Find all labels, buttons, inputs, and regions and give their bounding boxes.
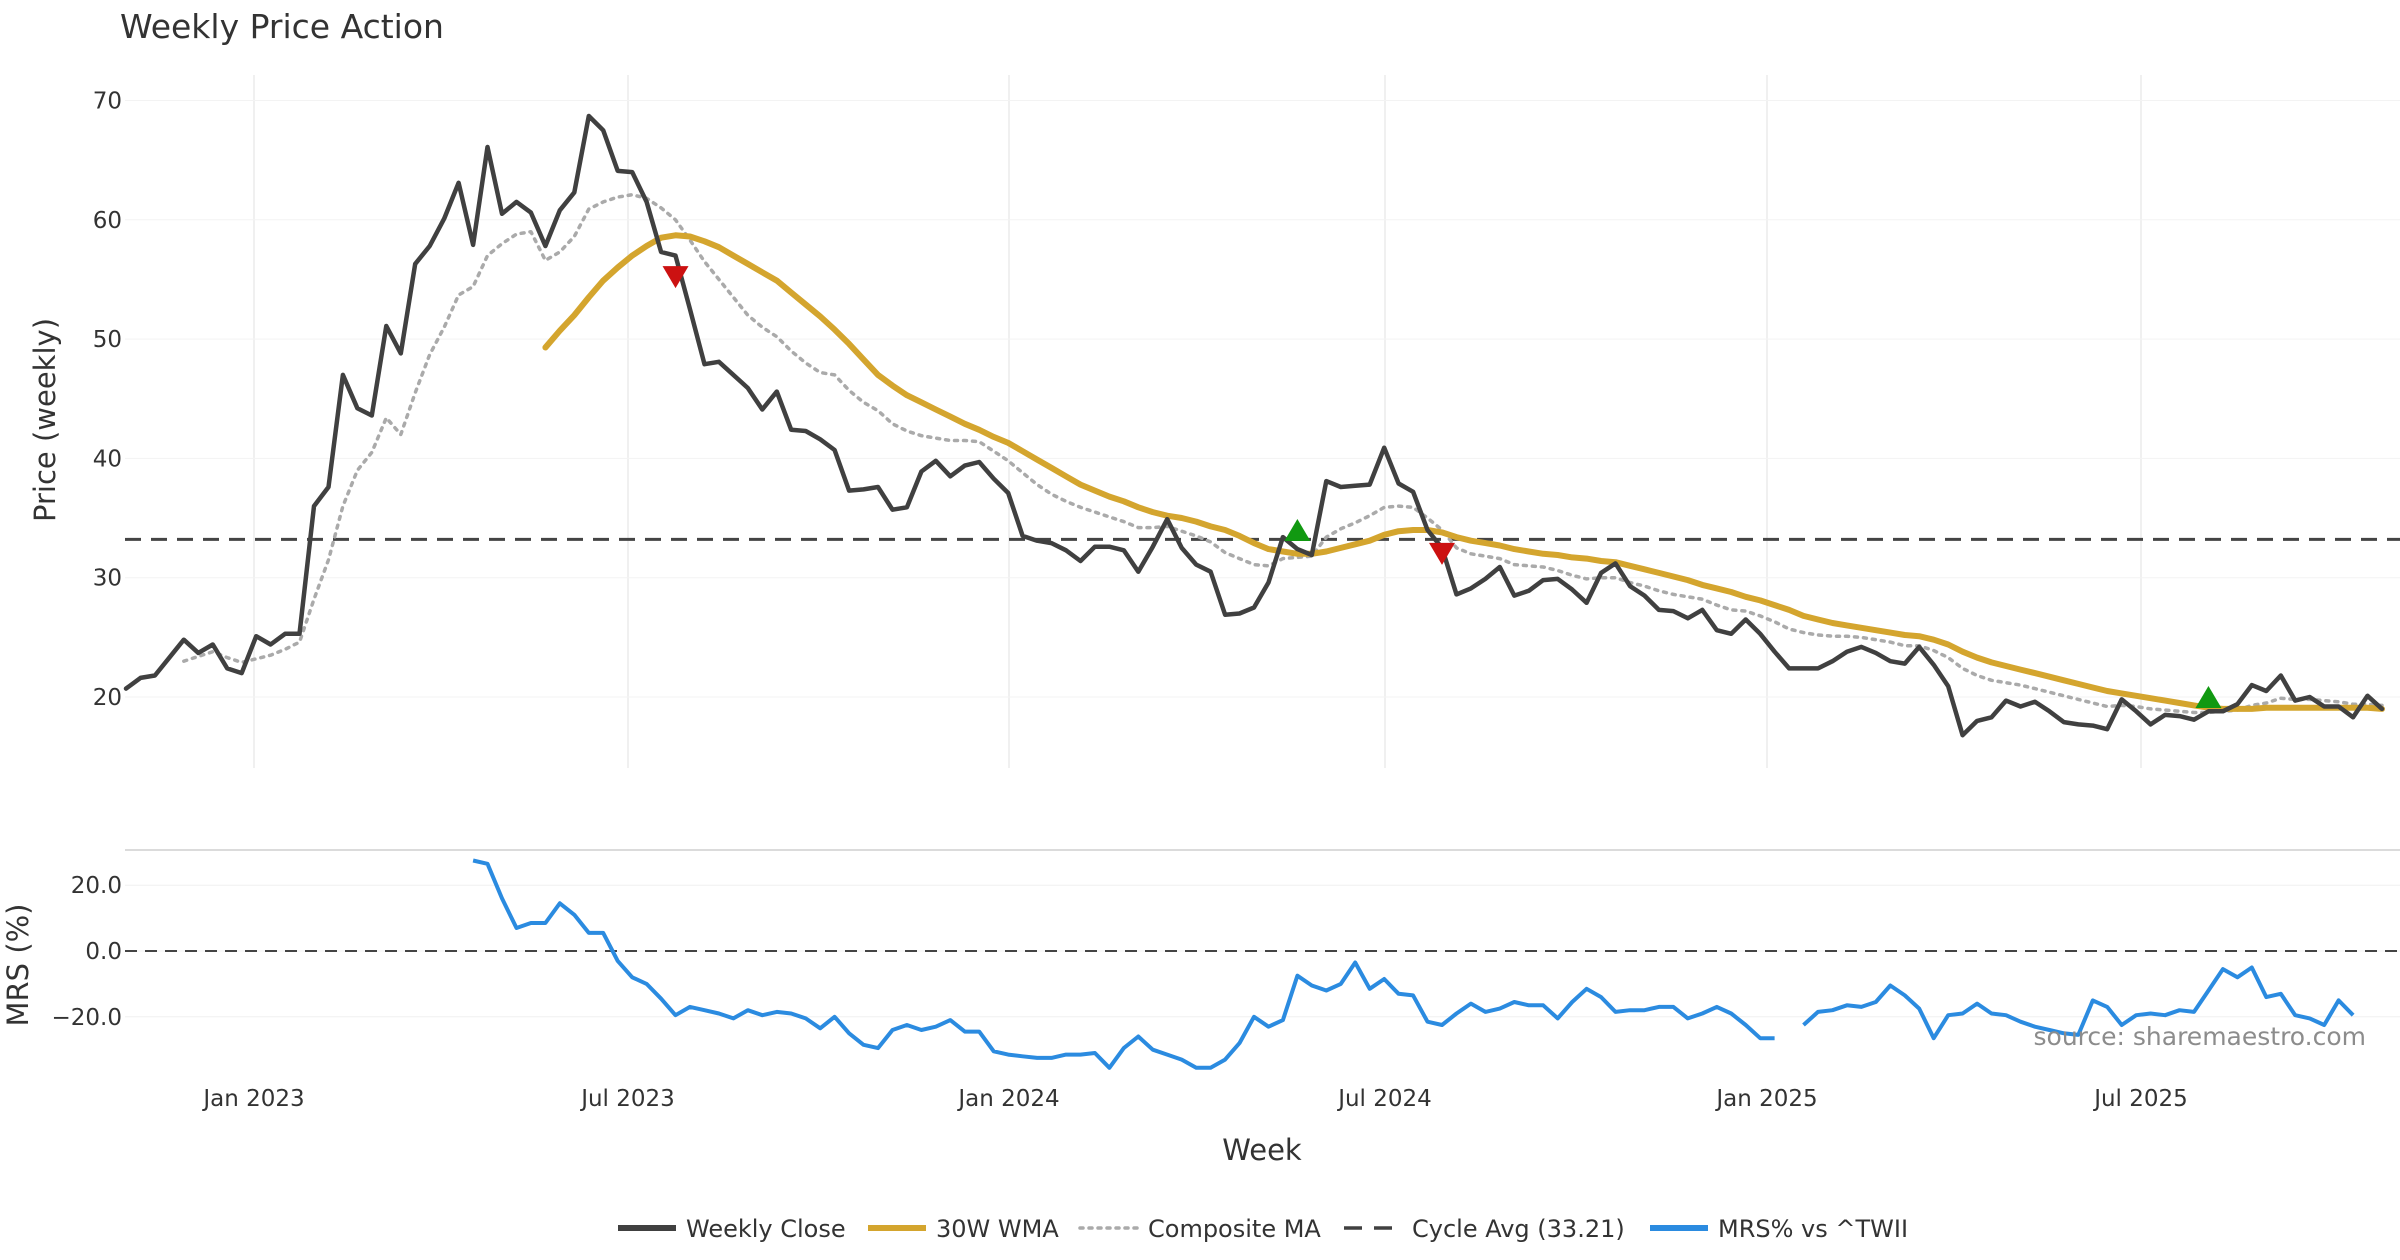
price-y-tick-label: 20 <box>93 685 122 711</box>
mrs-line <box>472 858 2355 1070</box>
legend: Weekly Close 30W WMA Composite MA Cycle Avg… <box>618 1215 1908 1243</box>
legend-label: MRS% vs ^TWII <box>1718 1215 1908 1243</box>
x-axis-label: Week <box>1222 1133 1302 1167</box>
mrs-panel-grid <box>125 849 2400 1018</box>
signal-markers <box>662 266 2222 708</box>
x-tick-label: Jan 2025 <box>1714 1086 1817 1112</box>
mrs-y-tick-label: 0.0 <box>85 939 122 965</box>
composite-ma-line <box>182 192 2384 715</box>
legend-label: Cycle Avg (33.21) <box>1412 1215 1625 1243</box>
sell-signal-marker <box>662 266 689 289</box>
source-note: source: sharemaestro.com <box>2034 1022 2367 1051</box>
mrs-y-tick-label: 20.0 <box>71 873 122 899</box>
price-panel-grid <box>125 75 2400 768</box>
price-y-tick-label: 40 <box>93 446 122 472</box>
legend-label: 30W WMA <box>936 1215 1059 1243</box>
x-tick-label: Jan 2023 <box>201 1086 304 1112</box>
price-y-tick-label: 50 <box>93 327 122 353</box>
wma-30w-line <box>542 232 2385 712</box>
mrs-y-tick-label: −20.0 <box>52 1005 122 1031</box>
buy-signal-marker <box>1284 518 1311 541</box>
sell-signal-marker <box>1429 542 1455 565</box>
reference-lines <box>125 537 2400 952</box>
mrs-y-axis-label: MRS (%) <box>1 904 35 1027</box>
price-y-tick-label: 60 <box>93 208 122 234</box>
price-y-tick-label: 70 <box>93 89 122 115</box>
legend-label: Composite MA <box>1148 1215 1321 1243</box>
price-y-tick-label: 30 <box>93 566 122 592</box>
x-tick-label: Jan 2024 <box>956 1086 1059 1112</box>
x-tick-label: Jul 2023 <box>579 1086 675 1112</box>
price-y-axis-label: Price (weekly) <box>28 318 62 522</box>
x-ticks: Jan 2023 Jul 2023 Jan 2024 Jul 2024 Jan 2025… <box>201 1086 2187 1112</box>
x-tick-label: Jul 2025 <box>2092 1086 2188 1112</box>
price-y-ticks: 20 30 40 50 60 70 <box>93 89 122 712</box>
chart-title: Weekly Price Action <box>120 7 444 46</box>
legend-label: Weekly Close <box>686 1215 846 1243</box>
series-layer <box>123 113 2385 1070</box>
buy-signal-marker <box>2195 686 2222 708</box>
mrs-y-ticks: 20.0 0.0 −20.0 <box>52 873 122 1031</box>
x-tick-label: Jul 2024 <box>1336 1086 1432 1112</box>
weekly-close-line <box>123 113 2385 738</box>
